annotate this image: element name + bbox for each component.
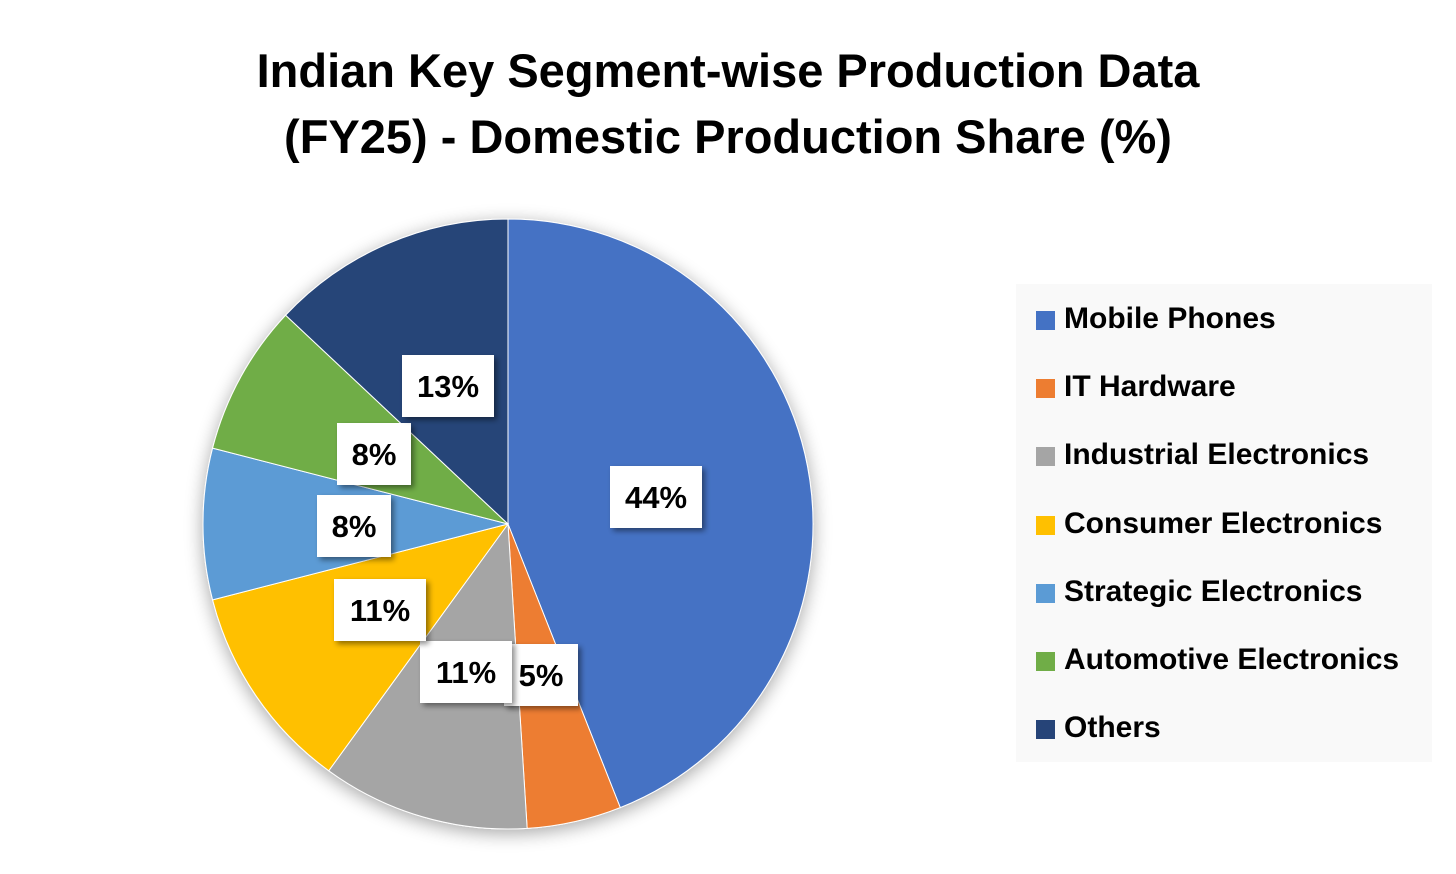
data-label-text: 13% (417, 369, 479, 404)
data-label-box (337, 423, 411, 485)
legend-item-industrial-electronics: Industrial Electronics (1016, 434, 1432, 502)
legend-label: Automotive Electronics (1064, 642, 1400, 676)
legend-item-consumer-electronics: Consumer Electronics (1016, 503, 1432, 571)
data-label-consumer-electronics: 11% (334, 579, 426, 641)
legend: Mobile Phones IT Hardware Industrial Elect… (1016, 284, 1432, 762)
legend-label: Strategic Electronics (1064, 574, 1363, 608)
pie-slice-automotive-electronics (211, 314, 509, 525)
data-label-automotive-electronics: 8% (337, 423, 411, 485)
data-label-box (504, 644, 578, 706)
legend-swatch (1036, 379, 1055, 399)
data-label-strategic-electronics: 8% (317, 495, 391, 557)
data-label-text: 8% (332, 509, 377, 544)
legend-item-mobile-phones: Mobile Phones (1016, 298, 1432, 366)
legend-item-strategic-electronics: Strategic Electronics (1016, 571, 1432, 639)
data-label-text: 8% (352, 437, 397, 472)
data-label-it-hardware: 5% (504, 644, 578, 706)
data-label-text: 5% (519, 658, 564, 693)
legend-label: Industrial Electronics (1064, 438, 1370, 472)
legend-label: IT Hardware (1064, 370, 1236, 404)
data-label-box (334, 579, 426, 641)
legend-swatch (1036, 447, 1055, 467)
legend-swatch (1036, 515, 1055, 535)
legend-swatch (1036, 311, 1055, 330)
legend-swatch (1036, 720, 1055, 740)
legend-swatch (1036, 583, 1055, 603)
pie-chart: 44% 5% 11% 11% 8% 8% 13% (202, 218, 814, 830)
data-label-industrial-electronics: 11% (420, 641, 512, 703)
data-label-mobile-phones: 44% (610, 466, 702, 528)
legend-label: Mobile Phones (1064, 302, 1276, 335)
data-label-box (610, 466, 702, 528)
data-label-box (402, 355, 494, 417)
chart-title-line-1: Indian Key Segment-wise Production Data (256, 44, 1200, 97)
data-label-text: 11% (436, 655, 496, 690)
chart-title: Indian Key Segment-wise Production Data … (0, 38, 1456, 170)
data-label-text: 44% (625, 480, 687, 515)
legend-label: Consumer Electronics (1064, 506, 1383, 540)
data-label-box (317, 495, 391, 557)
legend-item-others: Others (1016, 707, 1432, 775)
legend-swatch (1036, 651, 1055, 671)
data-label-others: 13% (402, 355, 494, 417)
data-label-box (420, 641, 512, 703)
legend-label: Others (1064, 711, 1161, 745)
chart-title-line-2: (FY25) - Domestic Production Share (%) (284, 110, 1172, 163)
pie-data-labels: 44% 5% 11% 11% 8% 8% 13% (317, 355, 702, 706)
legend-item-automotive-electronics: Automotive Electronics (1016, 639, 1432, 707)
pie-slices (202, 218, 814, 830)
data-label-text: 11% (350, 593, 410, 628)
legend-item-it-hardware: IT Hardware (1016, 366, 1432, 434)
pie-slice-consumer-electronics (211, 523, 510, 772)
pie-slice-others (284, 218, 509, 526)
